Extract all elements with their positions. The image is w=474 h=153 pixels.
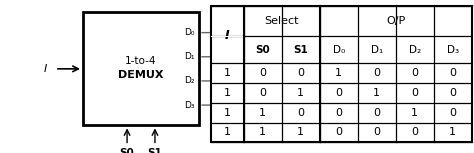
Text: 0: 0 — [411, 88, 418, 98]
Text: 1: 1 — [259, 108, 266, 118]
Text: 1: 1 — [224, 108, 231, 118]
Text: 1: 1 — [224, 68, 231, 78]
Text: D₃: D₃ — [184, 101, 195, 110]
Text: 0: 0 — [335, 88, 342, 98]
Text: D₁: D₁ — [184, 52, 195, 61]
Text: 0: 0 — [411, 68, 418, 78]
Text: 0: 0 — [297, 68, 304, 78]
Text: 0: 0 — [373, 127, 380, 137]
Text: 1: 1 — [259, 127, 266, 137]
Text: 0: 0 — [259, 68, 266, 78]
Text: I: I — [43, 64, 46, 74]
Text: 0: 0 — [449, 68, 456, 78]
Bar — [211, 6, 472, 142]
Text: 0: 0 — [297, 108, 304, 118]
Text: 0: 0 — [373, 68, 380, 78]
Text: S1: S1 — [293, 45, 308, 55]
Text: S1: S1 — [147, 148, 162, 153]
Text: 0: 0 — [335, 127, 342, 137]
Text: D₂: D₂ — [409, 45, 421, 55]
Text: 0: 0 — [259, 88, 266, 98]
Text: D₀: D₀ — [184, 28, 195, 37]
Text: 1: 1 — [449, 127, 456, 137]
Text: S0: S0 — [255, 45, 270, 55]
Text: S0: S0 — [120, 148, 135, 153]
Text: 1: 1 — [224, 127, 231, 137]
Text: D₁: D₁ — [371, 45, 383, 55]
Bar — [83, 12, 199, 125]
Text: 1-to-4: 1-to-4 — [125, 56, 157, 66]
Text: 0: 0 — [449, 88, 456, 98]
Text: DEMUX: DEMUX — [118, 70, 164, 80]
Text: D₃: D₃ — [447, 45, 459, 55]
Text: D₂: D₂ — [184, 76, 195, 85]
Text: 1: 1 — [297, 127, 304, 137]
Text: 1: 1 — [411, 108, 418, 118]
Text: 1: 1 — [224, 88, 231, 98]
Text: 1: 1 — [335, 68, 342, 78]
Text: O/P: O/P — [386, 16, 405, 26]
Text: I: I — [225, 29, 229, 42]
Text: 0: 0 — [411, 127, 418, 137]
Text: D₀: D₀ — [333, 45, 345, 55]
Text: 0: 0 — [335, 108, 342, 118]
Text: 0: 0 — [449, 108, 456, 118]
Text: Select: Select — [264, 16, 299, 26]
Bar — [211, 36, 243, 37]
Text: 1: 1 — [297, 88, 304, 98]
Text: 1: 1 — [373, 88, 380, 98]
Text: 0: 0 — [373, 108, 380, 118]
